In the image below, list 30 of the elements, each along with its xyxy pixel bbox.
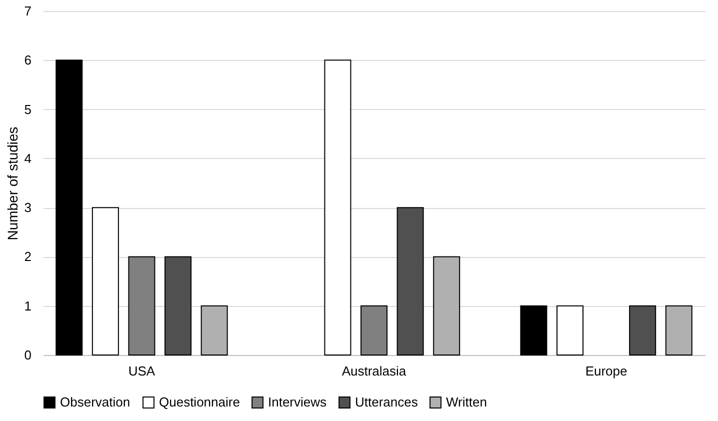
y-tick-label: 0 <box>24 348 32 362</box>
bar <box>665 305 692 356</box>
bar <box>556 305 584 356</box>
legend-label: Observation <box>60 394 130 410</box>
y-tick-label: 4 <box>24 150 32 166</box>
legend-label: Questionnaire <box>159 394 240 410</box>
y-tick-label: 3 <box>24 200 32 216</box>
x-tick-label: Australasia <box>342 364 407 378</box>
bar <box>433 256 460 356</box>
y-tick-label: 7 <box>24 4 32 18</box>
bar <box>200 305 228 356</box>
bar <box>520 305 548 356</box>
bar <box>324 60 352 356</box>
bar <box>396 207 424 356</box>
bar <box>128 256 156 356</box>
y-axis-title: Number of studies <box>4 126 20 240</box>
y-tick-label: 2 <box>24 249 32 264</box>
x-tick-label: Europe <box>585 364 628 378</box>
y-tick-label: 5 <box>24 102 32 117</box>
bar <box>92 207 119 356</box>
legend-label: Interviews <box>268 394 328 410</box>
x-tick-label: USA <box>128 364 156 378</box>
y-tick-label: 1 <box>24 298 32 314</box>
bar <box>56 60 83 356</box>
legend-label: Utterances <box>355 394 418 410</box>
y-tick-label: 6 <box>24 52 32 68</box>
bar <box>360 305 388 356</box>
bar <box>164 256 192 356</box>
legend-label: Written <box>446 394 487 410</box>
bar <box>629 305 656 356</box>
